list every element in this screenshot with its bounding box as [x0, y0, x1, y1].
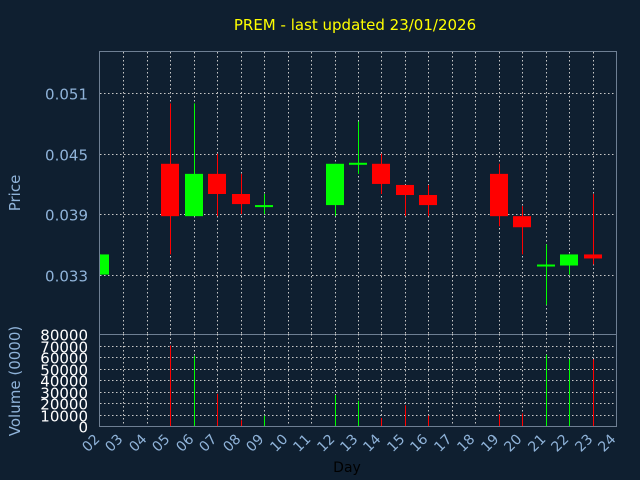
volume-tick-label: 30000 — [40, 385, 88, 403]
candle-body — [100, 254, 109, 275]
day-tick-label: 04 — [126, 431, 150, 455]
candle-body — [584, 254, 602, 259]
candle-body — [372, 163, 390, 184]
day-tick-label: 06 — [173, 431, 197, 455]
candle-body — [537, 264, 555, 267]
day-tick-label: 13 — [337, 432, 361, 456]
volume-axis-label: Volume (0000) — [6, 326, 24, 436]
day-tick-label: 05 — [149, 432, 173, 456]
candle-body — [326, 163, 344, 206]
candle-body — [349, 162, 367, 165]
day-tick-label: 09 — [243, 432, 267, 456]
candles — [100, 103, 602, 305]
volume-tick-label: 20000 — [40, 396, 88, 414]
candle-body — [232, 194, 250, 205]
price-tick-label: 0.051 — [45, 86, 88, 104]
volume-tick-label: 40000 — [40, 373, 88, 391]
candle-body — [419, 195, 437, 206]
x-axis-label: Day — [333, 460, 361, 476]
candle-body — [208, 173, 226, 195]
volume-tick-label: 70000 — [40, 339, 88, 357]
day-tick-label: 19 — [478, 432, 502, 456]
price-tick-label: 0.033 — [45, 268, 88, 286]
candle-body — [161, 163, 179, 217]
price-tick-label: 0.045 — [45, 147, 88, 165]
candle-body — [396, 184, 414, 196]
day-tick-label: 23 — [572, 432, 596, 456]
day-tick-label: 20 — [501, 432, 525, 456]
volume-tick-label: 80000 — [40, 327, 88, 345]
candle-body — [255, 205, 273, 208]
day-tick-label: 24 — [595, 431, 619, 455]
price-tick-label: 0.039 — [45, 207, 88, 225]
volume-tick-label: 60000 — [40, 350, 88, 368]
day-tick-label: 14 — [360, 431, 384, 455]
day-tick-label: 11 — [290, 432, 314, 456]
candle-body — [560, 254, 578, 266]
day-tick-label: 22 — [548, 432, 572, 456]
candle-body — [185, 173, 203, 217]
volume-tick-label: 0 — [78, 419, 88, 437]
day-tick-label: 21 — [525, 432, 549, 456]
day-tick-label: 16 — [407, 431, 431, 455]
day-tick-label: 03 — [102, 432, 126, 456]
volume-bars — [170, 345, 594, 426]
day-tick-label: 17 — [431, 432, 455, 456]
chart-title: PREM - last updated 23/01/2026 — [234, 16, 476, 34]
price-tick-labels: 0.051 0.045 0.039 0.033 — [45, 86, 88, 286]
day-tick-label: 10 — [267, 432, 291, 456]
volume-tick-labels: 8000070000600005000040000300002000010000… — [40, 327, 88, 437]
candle-body — [513, 216, 531, 228]
day-tick-labels: 02 03 04 05 06 07 08 09 10 11 12 13 14 15 16 17 18 19 20 21… — [79, 431, 619, 455]
volume-tick-label: 10000 — [40, 408, 88, 426]
volume-tick-label: 50000 — [40, 362, 88, 380]
day-tick-label: 15 — [384, 432, 408, 456]
candle-body — [490, 173, 508, 217]
price-axis-label: Price — [6, 175, 24, 212]
day-tick-label: 07 — [196, 432, 220, 456]
day-tick-label: 12 — [314, 432, 338, 456]
day-tick-label: 08 — [220, 432, 244, 456]
day-tick-label: 18 — [454, 432, 478, 456]
